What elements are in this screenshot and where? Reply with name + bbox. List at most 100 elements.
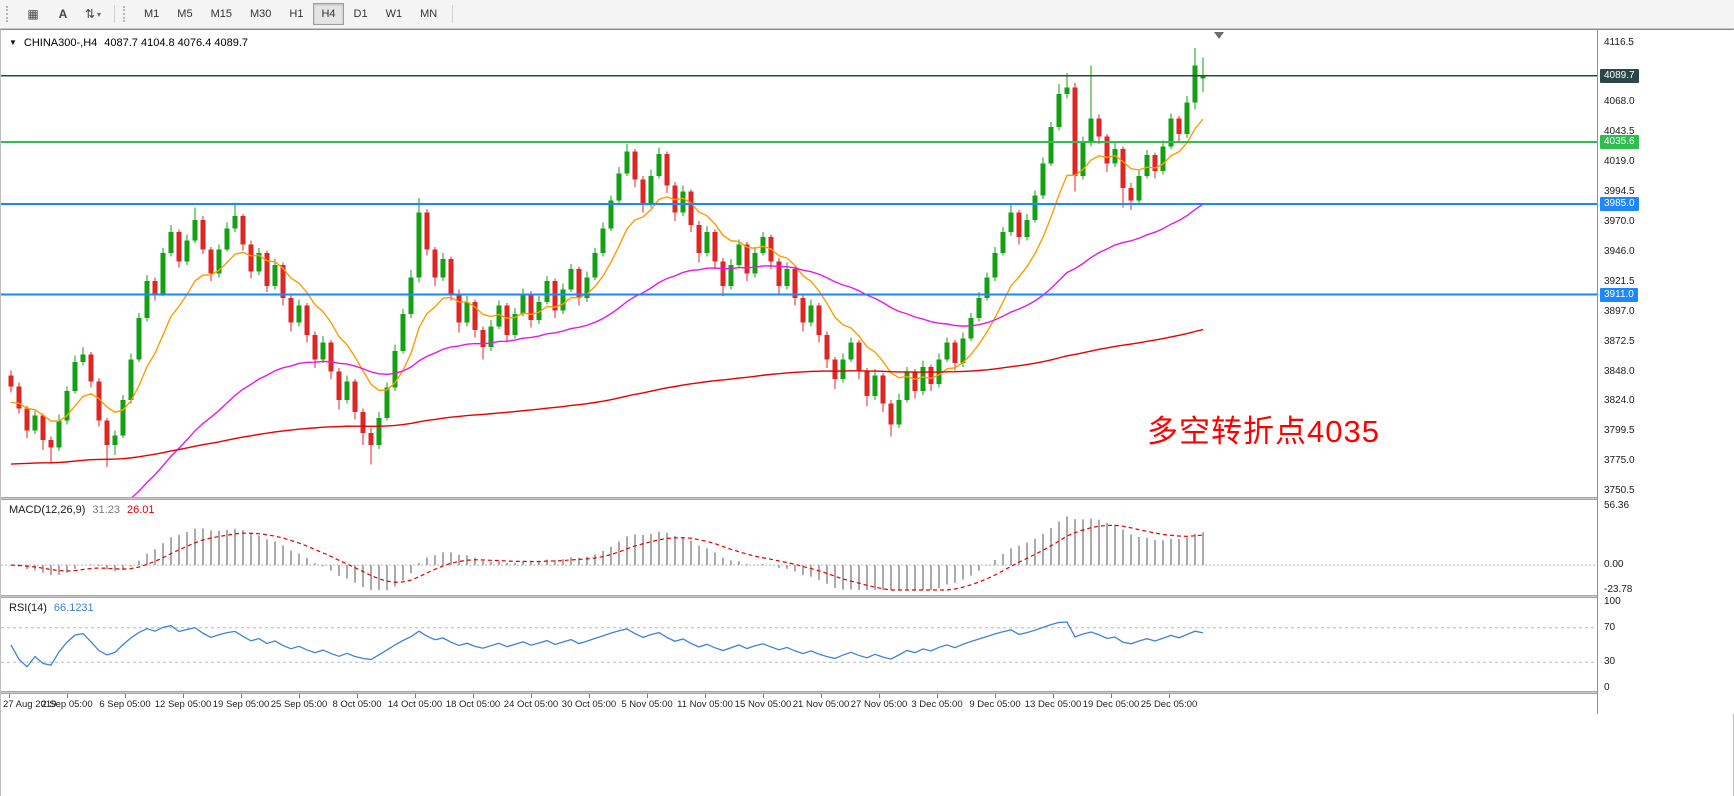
time-axis-tick [183, 694, 184, 698]
time-axis-label: 27 Nov 05:00 [850, 699, 908, 710]
time-axis-tick [705, 694, 706, 698]
pane-splitter-3[interactable] [1, 691, 1733, 694]
pane-splitter-1[interactable] [1, 497, 1733, 500]
rsi-scale-label: 30 [1604, 656, 1616, 668]
time-axis-label: 5 Nov 05:00 [621, 699, 673, 710]
time-axis-label: 12 Sep 05:00 [154, 699, 212, 710]
time-axis-tick [821, 694, 822, 698]
time-axis-tick [589, 694, 590, 698]
price-scale-label: 3921.5 [1604, 275, 1635, 287]
time-axis-tick [1169, 694, 1170, 698]
macd-signal-value: 26.01 [126, 504, 155, 516]
price-scale-label: 4116.5 [1604, 37, 1634, 48]
text-annotate-icon: A [58, 7, 68, 21]
time-axis-label: 21 Nov 05:00 [792, 699, 850, 710]
time-axis-tick [937, 694, 938, 698]
price-badge: 3911.0 [1600, 287, 1638, 302]
time-axis-label: 19 Dec 05:00 [1082, 699, 1140, 710]
time-axis-label: 27 Aug 2019 [3, 699, 57, 710]
chart-header: ▼ CHINA300-,H4 4087.7 4104.8 4076.4 4089… [9, 37, 248, 49]
timeframe-button-m5[interactable]: M5 [177, 8, 193, 20]
rsi-canvas[interactable] [1, 598, 1597, 691]
main-toolbar: ▦ A ⇅ ▾ M1 M5 M15 M30 H1 H4 D1 W1 MN [0, 0, 1734, 29]
time-axis-tick [241, 694, 242, 698]
line-studies-icon: ⇅ [84, 7, 96, 21]
ohlc-values: 4087.7 4104.8 4076.4 4089.7 [104, 37, 249, 49]
time-axis-label: 2 Sep 05:00 [41, 699, 93, 710]
toolbar-grip-2[interactable] [123, 6, 129, 22]
line-studies-button[interactable]: ⇅ ▾ [78, 3, 108, 25]
chart-grid-icon: ▦ [27, 7, 39, 21]
time-axis-tick [1053, 694, 1054, 698]
rsi-value: 66.1231 [53, 602, 94, 614]
chart-window: ▼ CHINA300-,H4 4087.7 4104.8 4076.4 4089… [0, 29, 1734, 796]
price-scale-label: 4019.0 [1604, 156, 1635, 168]
time-axis-label: 11 Nov 05:00 [677, 699, 733, 710]
timeframe-button-m15[interactable]: M15 [210, 8, 232, 20]
macd-name: MACD(12,26,9) [9, 504, 86, 516]
price-scale-label: 3848.0 [1604, 365, 1635, 377]
timeframe-button-h1[interactable]: H1 [289, 8, 304, 20]
price-badge: 4089.7 [1600, 68, 1639, 83]
rsi-pane[interactable]: RSI(14) 66.1231 [1, 598, 1597, 691]
macd-pane[interactable]: MACD(12,26,9) 31.23 26.01 [1, 500, 1597, 595]
time-axis-label: 15 Nov 05:00 [734, 699, 792, 710]
chart-shift-marker-icon [1214, 32, 1224, 39]
timeframe-button-m1[interactable]: M1 [144, 8, 160, 20]
time-axis-tick [9, 694, 10, 698]
toolbar-grip[interactable] [6, 6, 12, 22]
timeframe-button-d1[interactable]: D1 [353, 8, 368, 20]
price-scale-label: 3872.5 [1604, 335, 1635, 347]
time-axis-tick [995, 694, 996, 698]
macd-scale-label: -23.78 [1604, 584, 1633, 595]
toolbar-separator-2 [452, 5, 454, 23]
price-scale-label: 3994.5 [1604, 186, 1635, 198]
time-axis-tick [647, 694, 648, 698]
line-studies-toolbar: ▦ A ⇅ ▾ [18, 3, 108, 25]
time-axis-label: 13 Dec 05:00 [1024, 699, 1082, 710]
time-axis-label: 25 Dec 05:00 [1140, 699, 1198, 710]
time-axis-label: 8 Oct 05:00 [332, 699, 382, 710]
time-axis-label: 9 Dec 05:00 [969, 699, 1021, 710]
one-click-trading-icon[interactable]: ▼ [9, 38, 17, 47]
pane-splitter-2[interactable] [1, 595, 1733, 598]
main-chart-pane[interactable]: ▼ CHINA300-,H4 4087.7 4104.8 4076.4 4089… [1, 30, 1597, 497]
price-scale-label: 3970.0 [1604, 216, 1635, 228]
timeframe-button-m30[interactable]: M30 [249, 8, 272, 20]
time-axis-tick [67, 694, 68, 698]
price-scale-label: 3897.0 [1604, 305, 1635, 317]
price-scale-label: 3750.5 [1604, 485, 1635, 496]
time-axis-tick [879, 694, 880, 698]
price-scale-label: 3799.5 [1604, 425, 1635, 437]
timeframe-button-mn[interactable]: MN [420, 8, 438, 20]
time-axis-label: 6 Sep 05:00 [99, 699, 151, 710]
rsi-scale-label: 70 [1604, 621, 1616, 633]
timeframe-toolbar: M1 M5 M15 M30 H1 H4 D1 W1 MN [135, 3, 446, 25]
macd-scale-label: 0.00 [1604, 559, 1624, 571]
time-axis-label: 18 Oct 05:00 [445, 699, 501, 710]
macd-canvas[interactable] [1, 500, 1597, 595]
chart-annotation: 多空转折点4035 [1147, 414, 1380, 449]
macd-label-row: MACD(12,26,9) 31.23 26.01 [9, 504, 154, 516]
price-scale[interactable]: 4116.5 4068.0 4043.5 4019.0 3994.5 3970.0 3946… [1597, 30, 1734, 714]
candlestick-canvas[interactable] [1, 30, 1597, 497]
symbol-period-label: CHINA300-,H4 [23, 37, 98, 49]
rsi-label-row: RSI(14) 66.1231 [9, 602, 94, 614]
time-axis-tick [763, 694, 764, 698]
time-axis-tick [415, 694, 416, 698]
price-badge: 4035.6 [1600, 135, 1639, 150]
text-annotate-button[interactable]: A [48, 3, 78, 25]
time-axis[interactable]: 27 Aug 2019 2 Sep 05:00 6 Sep 05:00 12 Sep … [1, 694, 1597, 714]
toolbar-separator [114, 5, 115, 23]
price-badge: 3985.0 [1600, 196, 1639, 211]
timeframe-button-h4[interactable]: H4 [313, 3, 344, 25]
time-axis-label: 25 Sep 05:00 [270, 699, 328, 710]
time-axis-label: 14 Oct 05:00 [387, 699, 443, 710]
time-axis-label: 3 Dec 05:00 [911, 699, 963, 710]
chart-grid-button[interactable]: ▦ [18, 3, 48, 25]
time-axis-label: 30 Oct 05:00 [561, 699, 617, 710]
timeframe-button-w1[interactable]: W1 [385, 8, 403, 20]
time-axis-tick [1111, 694, 1112, 698]
price-scale-label: 3946.0 [1604, 245, 1635, 257]
